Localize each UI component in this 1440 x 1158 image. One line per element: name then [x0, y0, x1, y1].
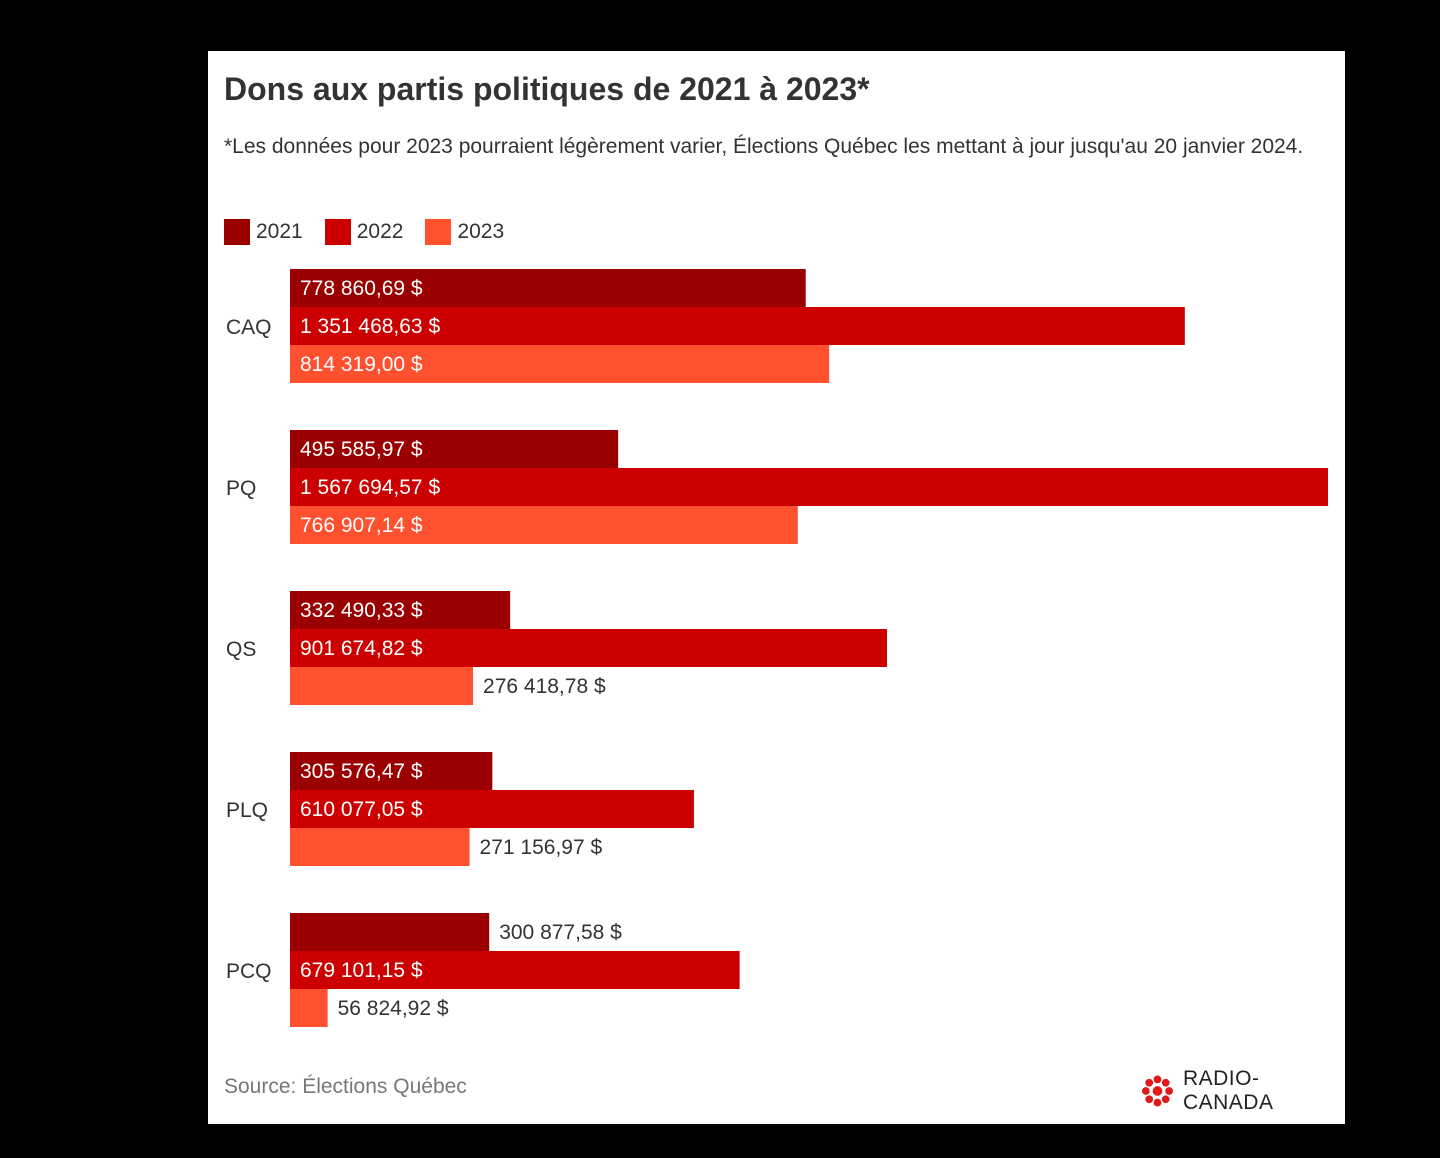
source-note: Source: Élections Québec [224, 1075, 467, 1098]
bar-pcq-2022 [290, 951, 740, 989]
bar-qs-2021 [290, 591, 511, 629]
data-label-caq-2022: 1 351 468,63 $ [300, 315, 440, 338]
chart-card: Dons aux partis politiques de 2021 à 202… [208, 51, 1345, 1124]
gem-petal [1161, 1095, 1170, 1104]
bar-qs-2023 [290, 667, 474, 705]
gem-petal [1153, 1098, 1162, 1107]
radio-canada-logo: RADIO-CANADA [1140, 1067, 1345, 1115]
bar-pq-2022 [290, 468, 1328, 506]
bar-caq-2021 [290, 269, 806, 307]
data-label-caq-2021: 778 860,69 $ [300, 277, 423, 300]
logo-text: RADIO-CANADA [1182, 1067, 1274, 1114]
bar-plq-2022 [290, 790, 694, 828]
legend-item-2021: 2021 [224, 219, 303, 245]
radio-canada-gem-icon [1141, 1075, 1173, 1107]
data-label-pcq-2022: 679 101,15 $ [300, 959, 423, 982]
data-label-pq-2021: 495 585,97 $ [300, 438, 423, 461]
bar-plq-2023 [290, 828, 470, 866]
legend: 2021 2022 2023 [224, 219, 526, 245]
legend-item-2022: 2022 [324, 219, 404, 245]
data-label-pcq-2023: 56 824,92 $ [338, 997, 449, 1020]
data-label-plq-2021: 305 576,47 $ [300, 760, 423, 783]
bar-qs-2022 [290, 629, 888, 667]
data-label-qs-2021: 332 490,33 $ [300, 599, 423, 622]
legend-label: 2023 [457, 220, 505, 243]
legend-swatch [425, 219, 452, 245]
legend-swatch [324, 219, 351, 245]
gem-petal [1145, 1095, 1154, 1104]
legend-label: 2022 [356, 220, 404, 243]
bar-pq-2021 [290, 430, 619, 468]
gem-petal [1161, 1078, 1170, 1087]
data-label-qs-2023: 276 418,78 $ [483, 675, 606, 698]
legend-swatch [224, 219, 250, 245]
bar-pq-2023 [290, 506, 798, 544]
bar-caq-2023 [290, 345, 830, 383]
data-label-pcq-2021: 300 877,58 $ [499, 921, 622, 944]
data-label-qs-2022: 901 674,82 $ [300, 637, 423, 660]
data-label-caq-2023: 814 319,00 $ [300, 353, 423, 376]
bar-plq-2021 [290, 752, 493, 790]
gem-petal [1141, 1087, 1150, 1095]
data-label-pq-2023: 766 907,14 $ [300, 514, 423, 537]
data-label-pq-2022: 1 567 694,57 $ [300, 476, 440, 499]
category-label-pq: PQ [226, 477, 256, 500]
category-label-pcq: PCQ [226, 960, 272, 983]
bar-chart-plot: CAQ 778 860,69 $ 1 351 468,63 $ 814 319,00 … [226, 269, 1328, 1027]
data-label-plq-2022: 610 077,05 $ [300, 798, 423, 821]
gem-petal [1153, 1075, 1162, 1084]
legend-item-2023: 2023 [425, 219, 504, 245]
gem-center [1152, 1086, 1163, 1096]
bar-caq-2022 [290, 307, 1185, 345]
gem-petal [1145, 1078, 1154, 1087]
legend-label: 2021 [256, 220, 303, 243]
category-label-caq: CAQ [226, 316, 272, 339]
data-label-plq-2023: 271 156,97 $ [480, 836, 603, 859]
gem-petal [1165, 1087, 1173, 1095]
bar-pcq-2021 [290, 913, 490, 951]
bar-pcq-2023 [290, 989, 328, 1027]
chart-title: Dons aux partis politiques de 2021 à 202… [224, 71, 870, 107]
category-label-plq: PLQ [226, 799, 268, 822]
chart-subtitle: *Les données pour 2023 pourraient légère… [224, 135, 1304, 158]
category-label-qs: QS [226, 638, 256, 661]
